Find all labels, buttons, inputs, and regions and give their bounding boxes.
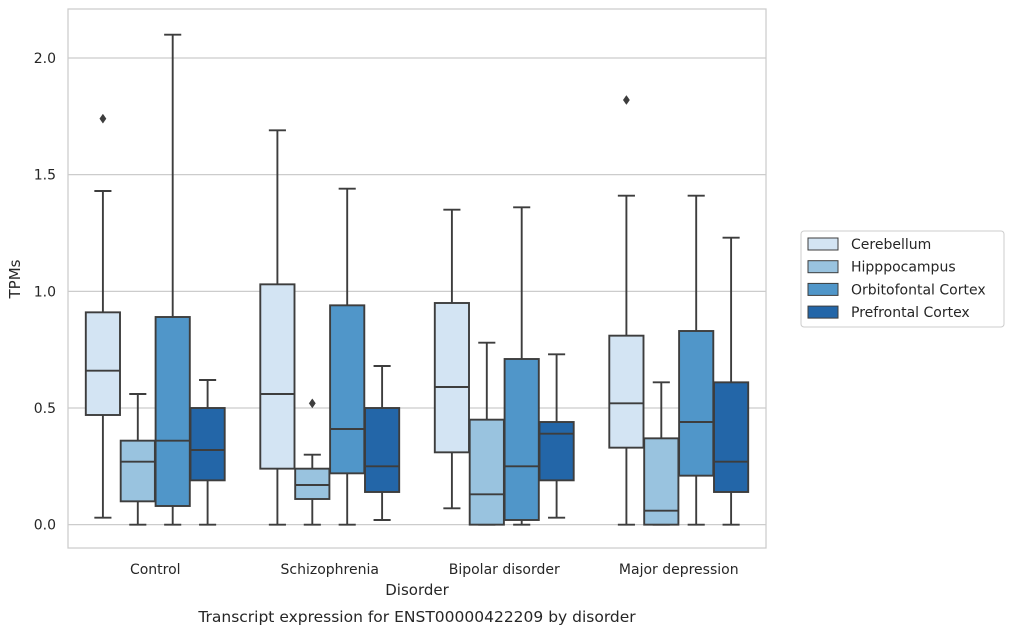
box-hipppocampus (119, 393, 156, 526)
legend-item: Hipppocampus (807, 260, 956, 276)
box-orbitofontal-cortex (329, 187, 366, 526)
box-hipppocampus (468, 341, 505, 526)
box-iqr (119, 439, 156, 503)
box-cerebellum (259, 129, 296, 526)
legend-item: Orbitofontal Cortex (807, 282, 986, 298)
box-cerebellum (433, 208, 470, 510)
plot-area (67, 8, 767, 549)
box-iqr (84, 311, 121, 416)
outlier-point (308, 398, 316, 409)
box-iqr (329, 304, 366, 475)
x-tick-label: Major depression (619, 562, 739, 578)
box-iqr (433, 302, 470, 454)
legend-items: Cerebellum Hipppocampus Orbitofontal Corte… (807, 237, 986, 321)
outlier-point (622, 95, 630, 105)
box-orbitofontal-cortex (678, 194, 715, 526)
box-iqr (713, 381, 750, 493)
figure-caption: Transcript expression for ENST0000042220… (197, 608, 636, 626)
legend-swatch (807, 260, 839, 274)
box-cerebellum (84, 113, 121, 519)
box-orbitofontal-cortex (503, 206, 540, 526)
legend-swatch (807, 237, 839, 251)
legend-frame (800, 230, 1005, 328)
box-iqr (154, 316, 191, 507)
box-iqr (608, 334, 645, 449)
box-iqr (538, 421, 575, 482)
legend-label: Cerebellum (851, 237, 931, 253)
box-iqr (503, 358, 540, 521)
outlier-point (99, 113, 107, 124)
box-iqr (294, 467, 331, 500)
legend-item: Prefrontal Cortex (807, 305, 970, 321)
legend-swatch (807, 305, 839, 319)
legend-item: Cerebellum (807, 237, 931, 253)
box-prefrontal-cortex (538, 353, 575, 519)
box-iqr (189, 407, 226, 482)
box-iqr (364, 407, 401, 493)
legend-label: Hipppocampus (851, 260, 956, 276)
box-prefrontal-cortex (364, 365, 401, 521)
box-prefrontal-cortex (713, 236, 750, 526)
y-tick-label: 2.0 (34, 51, 56, 67)
x-tick-labels: Control Schizophrenia Bipolar disorder Majo… (130, 562, 739, 578)
y-tick-label: 1.5 (34, 168, 56, 184)
x-tick-label: Schizophrenia (281, 562, 379, 578)
y-axis-label: TPMs (6, 259, 24, 299)
legend-label: Prefrontal Cortex (851, 305, 970, 321)
legend-swatch (807, 282, 839, 296)
box-prefrontal-cortex (189, 379, 226, 526)
legend: Cerebellum Hipppocampus Orbitofontal Corte… (800, 230, 1005, 328)
box-iqr (468, 418, 505, 526)
y-tick-labels: 0.0 0.5 1.0 1.5 2.0 (34, 51, 56, 534)
box-orbitofontal-cortex (154, 33, 191, 526)
box-iqr (678, 330, 715, 477)
y-tick-label: 1.0 (34, 284, 56, 300)
x-axis-label: Disorder (385, 581, 449, 599)
box-cerebellum (608, 95, 645, 526)
box-hipppocampus (294, 398, 331, 526)
x-tick-label: Bipolar disorder (449, 562, 560, 578)
x-tick-label: Control (130, 562, 181, 578)
box-iqr (259, 283, 296, 470)
y-tick-label: 0.5 (34, 401, 56, 417)
box-iqr (643, 437, 680, 526)
box-hipppocampus (643, 381, 680, 526)
y-tick-label: 0.0 (34, 518, 56, 534)
legend-label: Orbitofontal Cortex (851, 282, 986, 298)
box-groups (84, 33, 750, 526)
